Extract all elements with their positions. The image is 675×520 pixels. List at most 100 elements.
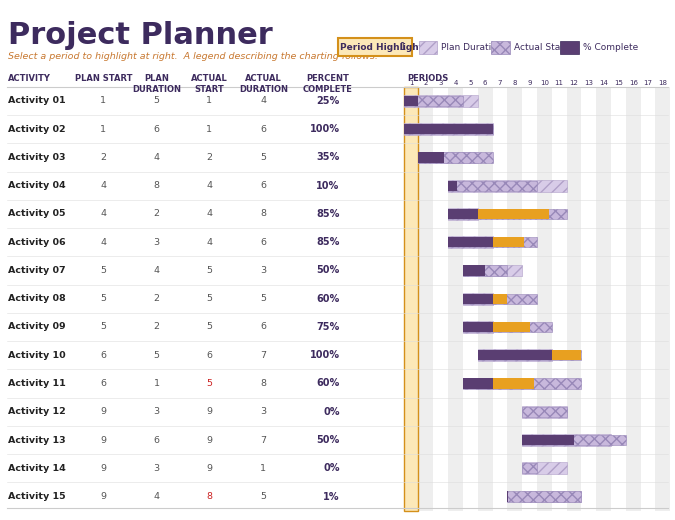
Text: 9: 9 [527,80,532,86]
Bar [478,209,549,219]
Bar [448,180,457,191]
Text: 4: 4 [154,153,159,162]
Bar [522,435,574,445]
Text: 4: 4 [101,210,106,218]
Text: Activity 05: Activity 05 [8,210,65,218]
Bar [448,209,478,219]
Text: Actual Start: Actual Start [514,43,568,51]
Text: 3: 3 [260,266,267,275]
Text: 4: 4 [101,181,106,190]
Text: 8: 8 [261,379,266,388]
Text: 60%: 60% [317,379,340,388]
Text: 6: 6 [261,125,266,134]
Bar [463,265,522,277]
Bar [566,87,581,511]
Text: 9: 9 [101,492,106,501]
Text: 4: 4 [154,492,159,501]
Text: 3: 3 [260,407,267,416]
Bar [463,294,537,304]
Text: 2: 2 [101,153,106,162]
Bar [404,87,418,511]
Text: 1: 1 [207,97,212,106]
Text: 3: 3 [153,464,160,473]
Text: 7: 7 [261,351,266,360]
Text: 1: 1 [207,125,212,134]
Bar [463,321,493,333]
Text: 100%: 100% [310,124,340,134]
Text: PERCENT
COMPLETE: PERCENT COMPLETE [302,74,352,94]
Text: 9: 9 [207,436,212,445]
Text: Activity 14: Activity 14 [8,464,66,473]
Bar [508,491,581,502]
Text: 1: 1 [154,379,159,388]
Text: 5: 5 [261,153,266,162]
Text: 9: 9 [101,436,106,445]
Bar [478,378,493,389]
Text: 25%: 25% [317,96,340,106]
Text: Project Planner: Project Planner [8,21,273,50]
Text: 9: 9 [101,407,106,416]
Text: 5: 5 [207,266,212,275]
Text: 75%: 75% [317,322,340,332]
Text: 100%: 100% [310,350,340,360]
Bar [448,237,537,248]
Text: 10%: 10% [317,181,340,191]
Text: Activity 11: Activity 11 [8,379,66,388]
Text: 8: 8 [207,492,212,501]
Bar [478,349,551,361]
Text: Activity 15: Activity 15 [8,492,65,501]
Text: ACTUAL
START: ACTUAL START [191,74,227,94]
Text: 35%: 35% [317,152,340,162]
Text: 11: 11 [555,80,564,86]
Text: 6: 6 [207,351,212,360]
Text: 5: 5 [101,294,106,303]
Text: Activity 13: Activity 13 [8,436,65,445]
Text: 2: 2 [154,210,159,218]
Bar [596,87,611,511]
Text: 5: 5 [207,322,212,331]
Text: 50%: 50% [317,266,340,276]
Text: ACTUAL
DURATION: ACTUAL DURATION [239,74,288,94]
Text: 2: 2 [154,294,159,303]
Text: Activity 09: Activity 09 [8,322,65,331]
Text: ACTIVITY: ACTIVITY [8,74,51,83]
Text: 0%: 0% [323,463,340,473]
Bar [463,293,493,305]
Text: 5: 5 [154,351,159,360]
Text: 3: 3 [439,80,443,86]
Text: Select a period to highlight at right.  A legend describing the charting follows: Select a period to highlight at right. A… [8,52,378,61]
Text: 4: 4 [101,238,106,246]
Bar [418,87,433,511]
Text: 5: 5 [207,294,212,303]
Text: Period Highlight:: Period Highlight: [340,43,427,51]
Text: 1: 1 [261,464,266,473]
Bar [448,208,478,220]
Bar [522,490,581,502]
Text: 5: 5 [261,294,266,303]
Text: 60%: 60% [317,294,340,304]
Bar [448,87,463,511]
Bar [522,463,537,473]
Text: 9: 9 [101,464,106,473]
Bar [404,95,478,107]
Bar [418,152,444,163]
Text: 6: 6 [483,80,487,86]
Bar [537,87,551,511]
Text: 7: 7 [261,436,266,445]
Bar [404,123,493,135]
Bar [493,237,524,248]
Bar [493,322,530,332]
Text: Activity 08: Activity 08 [8,294,66,303]
Text: Activity 03: Activity 03 [8,153,65,162]
Bar [551,350,581,360]
Bar [508,87,522,511]
Text: Activity 10: Activity 10 [8,351,65,360]
Text: 0%: 0% [323,407,340,417]
Text: 14: 14 [599,80,608,86]
Text: 6: 6 [101,351,106,360]
Text: 5: 5 [101,322,106,331]
Text: 16: 16 [628,80,638,86]
Text: 5: 5 [154,97,159,106]
Bar [478,350,551,360]
Bar [626,87,641,511]
